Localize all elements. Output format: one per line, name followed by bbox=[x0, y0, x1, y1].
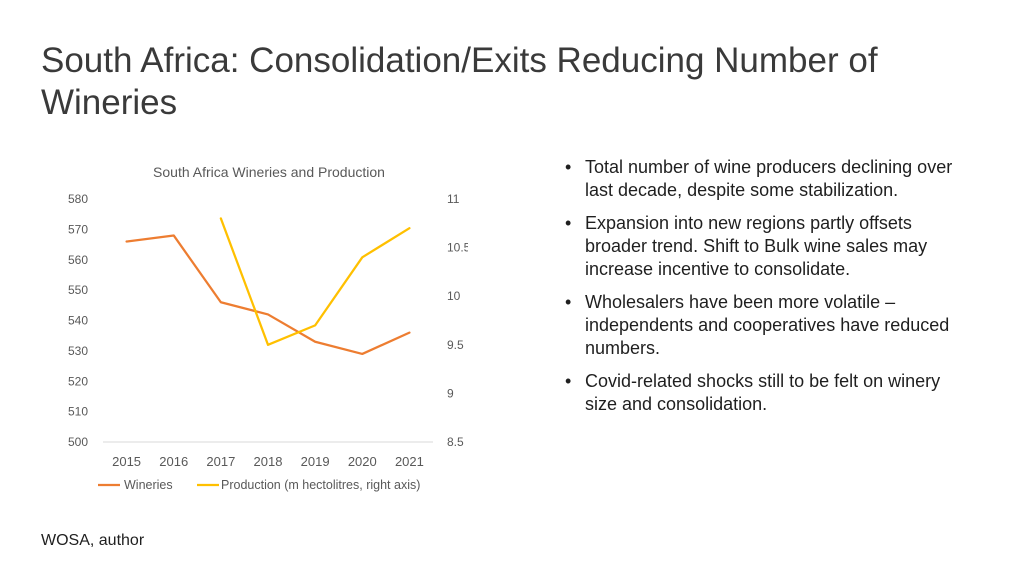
source-note: WOSA, author bbox=[41, 532, 145, 549]
legend-label: Production (m hectolitres, right axis) bbox=[221, 478, 420, 492]
y-right-tick-label: 11 bbox=[447, 192, 460, 206]
y-left-tick-label: 540 bbox=[68, 314, 88, 328]
bullet-item: Total number of wine producers declining… bbox=[565, 156, 965, 202]
x-tick-label: 2016 bbox=[159, 454, 188, 469]
y-left-tick-label: 510 bbox=[68, 405, 88, 419]
y-right-tick-label: 8.5 bbox=[447, 435, 464, 449]
y-right-tick-label: 10 bbox=[447, 289, 461, 303]
y-left-tick-label: 520 bbox=[68, 374, 88, 388]
bullet-list: Total number of wine producers declining… bbox=[565, 156, 965, 426]
legend-label: Wineries bbox=[124, 478, 173, 492]
x-tick-label: 2017 bbox=[206, 454, 235, 469]
y-right-tick-label: 9 bbox=[447, 386, 454, 400]
chart-title: South Africa Wineries and Production bbox=[153, 164, 385, 180]
y-left-tick-label: 570 bbox=[68, 222, 88, 236]
series-line-wineries bbox=[125, 234, 411, 356]
line-chart: South Africa Wineries and Production 580… bbox=[68, 164, 468, 492]
x-tick-label: 2015 bbox=[112, 454, 141, 469]
y-left-tick-label: 560 bbox=[68, 253, 88, 267]
slide-title: South Africa: Consolidation/Exits Reduci… bbox=[41, 41, 878, 122]
y-left-tick-label: 550 bbox=[68, 283, 88, 297]
bullet-item: Covid-related shocks still to be felt on… bbox=[565, 370, 965, 416]
bullet-item: Wholesalers have been more volatile – in… bbox=[565, 291, 965, 360]
y-left-tick-label: 500 bbox=[68, 435, 88, 449]
y-left-tick-label: 530 bbox=[68, 344, 88, 358]
y-right-tick-label: 10.5 bbox=[447, 241, 468, 255]
x-tick-label: 2021 bbox=[395, 454, 424, 469]
x-tick-label: 2020 bbox=[348, 454, 377, 469]
y-right-tick-label: 9.5 bbox=[447, 338, 464, 352]
bullet-item: Expansion into new regions partly offset… bbox=[565, 212, 965, 281]
x-tick-label: 2018 bbox=[254, 454, 283, 469]
x-tick-label: 2019 bbox=[301, 454, 330, 469]
y-left-tick-label: 580 bbox=[68, 192, 88, 206]
series-line-production bbox=[219, 217, 411, 346]
